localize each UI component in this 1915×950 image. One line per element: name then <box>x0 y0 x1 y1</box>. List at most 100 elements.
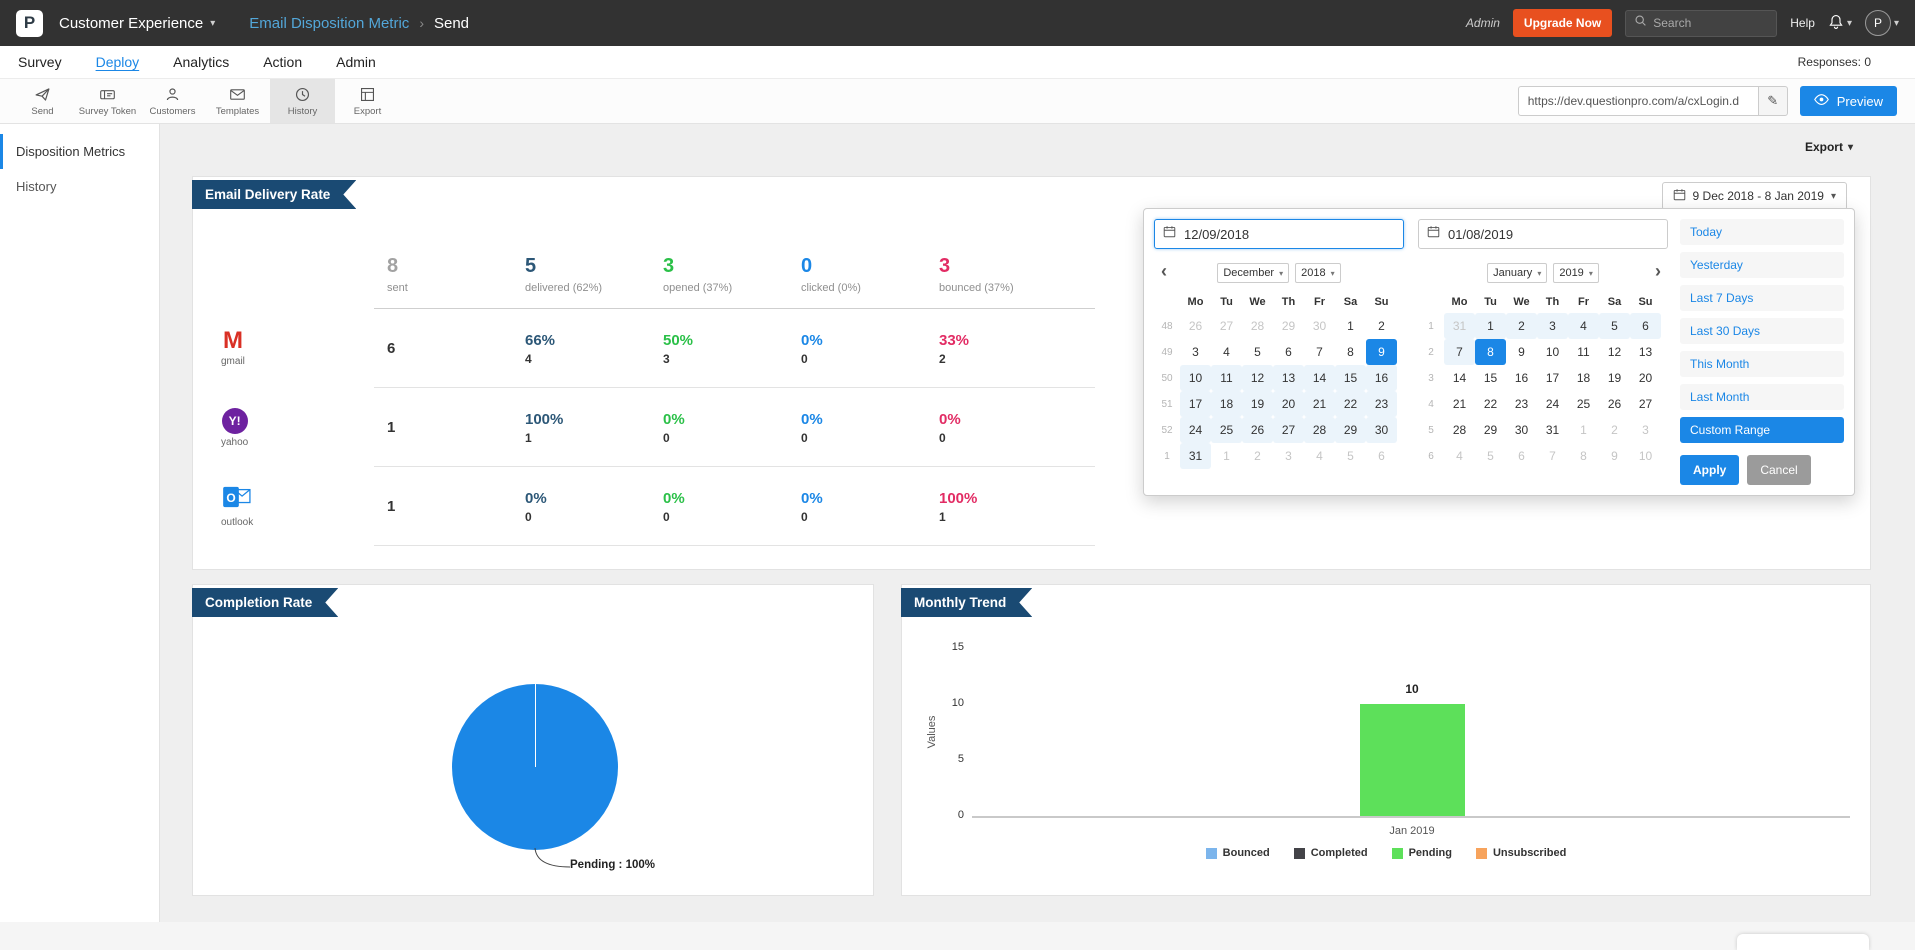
calendar-day[interactable]: 5 <box>1487 449 1494 463</box>
calendar-day[interactable]: 18 <box>1211 391 1242 417</box>
calendar-day[interactable]: 5 <box>1347 449 1354 463</box>
calendar-day[interactable]: 26 <box>1607 397 1622 411</box>
notifications-button[interactable]: ▾ <box>1828 14 1852 33</box>
calendar-day[interactable]: 31 <box>1545 423 1560 437</box>
calendar-day[interactable]: 12 <box>1607 345 1622 359</box>
help-link[interactable]: Help <box>1790 16 1815 30</box>
calendar-day[interactable]: 11 <box>1577 345 1590 359</box>
calendar-day[interactable]: 28 <box>1304 417 1335 443</box>
calendar-day[interactable]: 18 <box>1576 371 1591 385</box>
toolbar-item-customers[interactable]: Customers <box>140 79 205 123</box>
calendar-day[interactable]: 24 <box>1180 417 1211 443</box>
calendar-day[interactable]: 24 <box>1545 397 1560 411</box>
toolbar-item-survey-token[interactable]: Survey Token <box>75 79 140 123</box>
calendar-day[interactable]: 9 <box>1611 449 1618 463</box>
calendar-day[interactable]: 20 <box>1638 371 1653 385</box>
completion-pie-chart[interactable] <box>452 684 618 850</box>
search-input[interactable] <box>1653 16 1769 30</box>
calendar-day[interactable]: 21 <box>1452 397 1467 411</box>
end-date-input[interactable] <box>1448 226 1659 242</box>
cancel-button[interactable]: Cancel <box>1747 455 1811 485</box>
calendar-day[interactable]: 3 <box>1192 345 1199 359</box>
upgrade-button[interactable]: Upgrade Now <box>1512 9 1613 37</box>
calendar-day[interactable]: 5 <box>1599 313 1630 339</box>
calendar-day[interactable]: 28 <box>1250 319 1265 333</box>
calendar-day[interactable]: 27 <box>1219 319 1234 333</box>
calendar-day[interactable]: 21 <box>1304 391 1335 417</box>
calendar-day[interactable]: 20 <box>1273 391 1304 417</box>
legend-item-completed[interactable]: Completed <box>1293 847 1368 859</box>
toolbar-item-export[interactable]: Export <box>335 79 400 123</box>
calendar-day[interactable]: 19 <box>1242 391 1273 417</box>
toolbar-item-templates[interactable]: Templates <box>205 79 270 123</box>
calendar-day[interactable]: 30 <box>1514 423 1529 437</box>
preset-yesterday[interactable]: Yesterday <box>1680 252 1844 278</box>
calendar-day[interactable]: 2 <box>1611 423 1618 437</box>
year-select[interactable]: 2019 ▾ <box>1553 263 1599 283</box>
calendar-day[interactable]: 5 <box>1254 345 1261 359</box>
calendar-day[interactable]: 2 <box>1254 449 1261 463</box>
nav-item-analytics[interactable]: Analytics <box>173 54 230 70</box>
survey-url-input[interactable] <box>1517 86 1758 116</box>
calendar-day[interactable]: 12 <box>1242 365 1273 391</box>
calendar-day[interactable]: 7 <box>1316 345 1323 359</box>
prev-month-icon[interactable]: ‹ <box>1161 261 1167 281</box>
start-date-input[interactable] <box>1184 226 1395 242</box>
preset-last-month[interactable]: Last Month <box>1680 384 1844 410</box>
nav-item-admin[interactable]: Admin <box>336 54 376 70</box>
calendar-day[interactable]: 1 <box>1347 319 1354 333</box>
toolbar-item-send[interactable]: Send <box>10 79 75 123</box>
legend-item-pending[interactable]: Pending <box>1391 847 1452 859</box>
calendar-day[interactable]: 29 <box>1483 423 1498 437</box>
calendar-day[interactable]: 13 <box>1638 345 1653 359</box>
calendar-day[interactable]: 16 <box>1514 371 1529 385</box>
calendar-day[interactable]: 10 <box>1638 449 1653 463</box>
calendar-day[interactable]: 3 <box>1285 449 1292 463</box>
calendar-day[interactable]: 8 <box>1347 345 1354 359</box>
product-switcher[interactable]: Customer Experience ▾ <box>53 11 221 36</box>
calendar-day[interactable]: 1 <box>1223 449 1230 463</box>
nav-item-survey[interactable]: Survey <box>18 54 62 70</box>
calendar-day[interactable]: 28 <box>1452 423 1467 437</box>
apply-button[interactable]: Apply <box>1680 455 1740 485</box>
calendar-day[interactable]: 14 <box>1452 371 1467 385</box>
calendar-day[interactable]: 3 <box>1537 313 1568 339</box>
month-select[interactable]: January ▾ <box>1487 263 1548 283</box>
calendar-day[interactable]: 7 <box>1549 449 1556 463</box>
calendar-day[interactable]: 6 <box>1285 345 1292 359</box>
sidebar-item-disposition-metrics[interactable]: Disposition Metrics <box>0 134 159 169</box>
calendar-day[interactable]: 8 <box>1475 339 1506 365</box>
sidebar-item-history[interactable]: History <box>16 179 57 194</box>
calendar-day[interactable]: 29 <box>1281 319 1296 333</box>
calendar-day[interactable]: 11 <box>1211 365 1242 391</box>
calendar-day[interactable]: 17 <box>1180 391 1211 417</box>
calendar-day[interactable]: 9 <box>1518 345 1525 359</box>
calendar-day[interactable]: 1 <box>1475 313 1506 339</box>
edit-url-button[interactable]: ✎ <box>1757 86 1788 116</box>
calendar-day[interactable]: 27 <box>1273 417 1304 443</box>
legend-item-bounced[interactable]: Bounced <box>1205 847 1270 859</box>
calendar-day[interactable]: 17 <box>1545 371 1560 385</box>
calendar-day[interactable]: 4 <box>1316 449 1323 463</box>
calendar-day[interactable]: 23 <box>1366 391 1397 417</box>
calendar-day[interactable]: 31 <box>1444 313 1475 339</box>
calendar-day[interactable]: 9 <box>1366 339 1397 365</box>
preset-today[interactable]: Today <box>1680 219 1844 245</box>
calendar-day[interactable]: 10 <box>1180 365 1211 391</box>
preview-button[interactable]: Preview <box>1799 86 1897 116</box>
calendar-day[interactable]: 31 <box>1180 443 1211 469</box>
account-menu[interactable]: P ▾ <box>1864 10 1899 36</box>
preset-last-30-days[interactable]: Last 30 Days <box>1680 318 1844 344</box>
calendar-day[interactable]: 6 <box>1630 313 1661 339</box>
calendar-day[interactable]: 14 <box>1304 365 1335 391</box>
calendar-day[interactable]: 15 <box>1335 365 1366 391</box>
nav-item-deploy[interactable]: Deploy <box>95 54 140 70</box>
calendar-day[interactable]: 10 <box>1545 345 1560 359</box>
breadcrumb-survey-name[interactable]: Email Disposition Metric <box>249 14 410 32</box>
preset-this-month[interactable]: This Month <box>1680 351 1844 377</box>
calendar-day[interactable]: 1 <box>1580 423 1587 437</box>
calendar-day[interactable]: 29 <box>1335 417 1366 443</box>
calendar-day[interactable]: 22 <box>1335 391 1366 417</box>
calendar-day[interactable]: 30 <box>1366 417 1397 443</box>
calendar-day[interactable]: 8 <box>1580 449 1587 463</box>
